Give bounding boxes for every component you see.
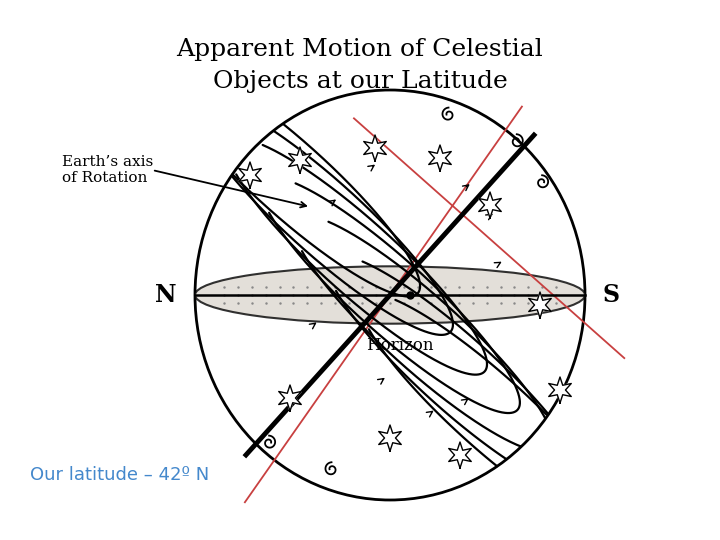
Polygon shape [364, 135, 386, 161]
Polygon shape [289, 147, 311, 173]
Text: Apparent Motion of Celestial: Apparent Motion of Celestial [176, 38, 544, 61]
Polygon shape [528, 292, 552, 318]
Ellipse shape [195, 90, 585, 500]
Text: Earth’s axis
of Rotation: Earth’s axis of Rotation [62, 155, 153, 185]
Polygon shape [479, 192, 501, 218]
Ellipse shape [195, 266, 585, 323]
Polygon shape [428, 145, 451, 171]
Text: Objects at our Latitude: Objects at our Latitude [212, 70, 508, 93]
Text: Our latitude – 42º N: Our latitude – 42º N [30, 466, 210, 484]
Polygon shape [239, 162, 261, 188]
Polygon shape [549, 377, 571, 403]
Text: N: N [156, 283, 177, 307]
Polygon shape [279, 385, 301, 411]
Text: S: S [603, 283, 620, 307]
Polygon shape [449, 442, 472, 468]
Polygon shape [379, 425, 401, 451]
Text: Horizon: Horizon [366, 337, 433, 354]
